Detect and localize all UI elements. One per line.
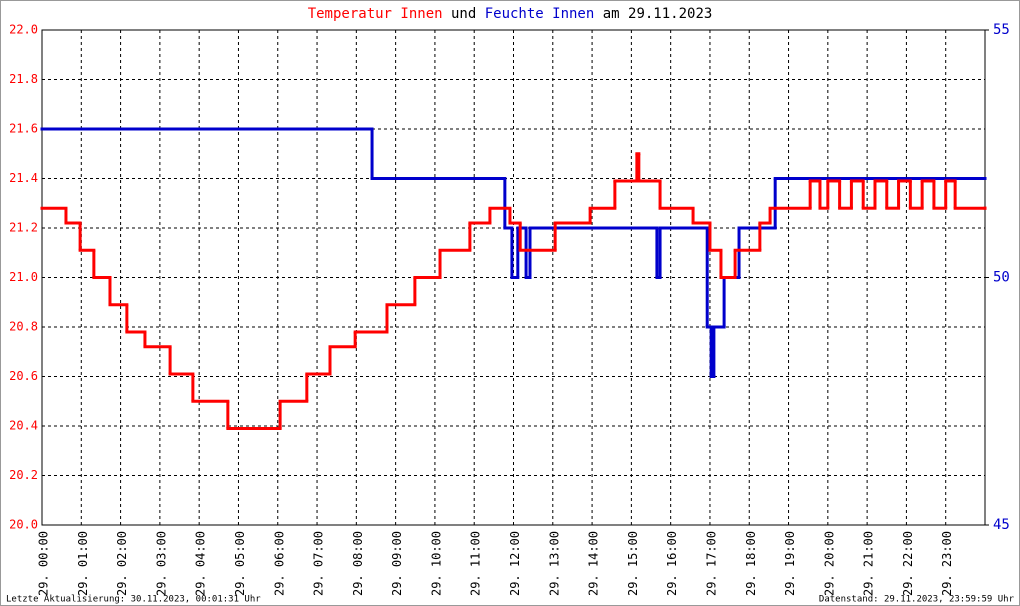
x-tick-label: 29. 10:00 [429, 531, 443, 596]
plot-border [41, 29, 986, 526]
x-tick-label: 29. 18:00 [744, 531, 758, 596]
x-tick-label: 29. 19:00 [783, 531, 797, 596]
x-tick-label: 29. 14:00 [587, 531, 601, 596]
x-tick-label: 29. 15:00 [626, 531, 640, 596]
x-tick-label: 29. 00:00 [37, 531, 51, 596]
x-tick-label: 29. 09:00 [390, 531, 404, 596]
chart-title: Temperatur Innen und Feuchte Innen am 29… [308, 6, 713, 22]
y-tick-label: 20.8 [9, 320, 38, 334]
x-tick-label: 29. 13:00 [547, 531, 561, 596]
y-tick-label: 21.4 [9, 171, 38, 185]
y-tick-label: 20.0 [9, 518, 38, 532]
y-tick-label: 21.2 [9, 221, 38, 235]
x-tick-label: 29. 08:00 [351, 531, 365, 596]
y-tick-label: 21.6 [9, 122, 38, 136]
x-tick-label: 29. 11:00 [469, 531, 483, 596]
title-series-1: Temperatur Innen [308, 6, 443, 22]
title-date: am 29.11.2023 [603, 6, 713, 22]
x-tick-label: 29. 04:00 [194, 531, 208, 596]
footer-right: Datenstand: 29.11.2023, 23:59:59 Uhr [819, 595, 1015, 605]
x-tick-label: 29. 12:00 [508, 531, 522, 596]
x-tick-label: 29. 03:00 [154, 531, 168, 596]
footer-left: Letzte Aktualisierung: 30.11.2023, 00:01… [6, 595, 261, 605]
series [40, 127, 987, 378]
y2-tick-label: 50 [993, 270, 1010, 286]
y-tick-label: 20.2 [9, 468, 38, 482]
x-tick-label: 29. 06:00 [272, 531, 286, 596]
x-tick-label: 29. 17:00 [704, 531, 718, 596]
y2-tick-label: 45 [993, 517, 1010, 533]
y-tick-label: 21.0 [9, 270, 38, 284]
y2-tick-label: 55 [993, 22, 1010, 38]
x-tick-label: 29. 23:00 [940, 531, 954, 596]
y-tick-label: 22.0 [9, 23, 38, 37]
x-tick-label: 29. 07:00 [312, 531, 326, 596]
series [40, 152, 987, 430]
x-tick-label: 29. 16:00 [665, 531, 679, 596]
x-tick-label: 29. 21:00 [862, 531, 876, 596]
x-tick-label: 29. 20:00 [822, 531, 836, 596]
y-tick-label: 20.6 [9, 369, 38, 383]
y-tick-label: 20.4 [9, 419, 38, 433]
title-series-2: Feuchte Innen [485, 6, 595, 22]
x-tick-label: 29. 22:00 [901, 531, 915, 596]
x-tick-label: 29. 02:00 [115, 531, 129, 596]
x-tick-label: 29. 05:00 [233, 531, 247, 596]
x-tick-label: 29. 01:00 [76, 531, 90, 596]
y-tick-label: 21.8 [9, 72, 38, 86]
title-connector: und [451, 6, 476, 22]
